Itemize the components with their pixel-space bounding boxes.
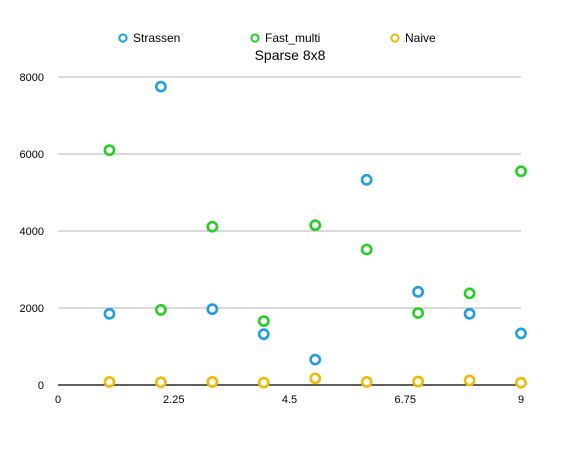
- y-tick-label: 0: [38, 380, 44, 392]
- x-tick-label: 4.5: [282, 394, 297, 406]
- legend-item-fast_multi: Fast_multi: [250, 31, 320, 45]
- chart-title: Sparse 8x8: [255, 47, 326, 63]
- x-tick-label: 2.25: [163, 394, 184, 406]
- legend-item-naive: Naive: [390, 31, 436, 45]
- x-tick-label: 6.75: [395, 394, 416, 406]
- point-fast_multi-9: [515, 165, 527, 178]
- legend-marker: [250, 33, 260, 43]
- point-naive-6: [360, 376, 373, 388]
- legend-label: Naive: [405, 31, 436, 45]
- point-naive-4: [257, 376, 270, 389]
- legend-label: Fast_multi: [265, 31, 320, 45]
- legend-marker: [118, 33, 128, 43]
- x-axis-ticks: 0 2.25 4.5 6.75 9: [55, 394, 524, 406]
- x-tick-label: 0: [55, 394, 61, 406]
- point-strassen-8: [463, 307, 476, 320]
- y-tick-label: 2000: [20, 303, 44, 315]
- x-tick-label: 9: [518, 394, 524, 406]
- point-strassen-3: [206, 303, 219, 316]
- point-strassen-6: [360, 173, 373, 186]
- point-strassen-9: [515, 327, 527, 340]
- point-fast_multi-8: [463, 287, 476, 300]
- legend: Strassen Fast_multi Naive: [118, 31, 436, 45]
- legend-item-strassen: Strassen: [118, 31, 180, 45]
- point-fast_multi-6: [360, 243, 373, 256]
- point-fast_multi-4: [257, 315, 270, 327]
- point-fast_multi-3: [206, 220, 219, 233]
- y-tick-label: 6000: [20, 149, 44, 161]
- point-strassen-7: [412, 285, 425, 298]
- point-strassen-1: [103, 307, 116, 320]
- point-naive-8: [463, 374, 476, 387]
- point-strassen-4: [257, 328, 270, 341]
- point-naive-2: [154, 376, 167, 389]
- point-naive-1: [103, 376, 116, 388]
- y-tick-label: 8000: [20, 72, 44, 84]
- point-fast_multi-1: [103, 144, 116, 157]
- point-strassen-5: [309, 353, 322, 366]
- point-fast_multi-7: [412, 307, 425, 319]
- point-naive-5: [309, 372, 322, 385]
- point-naive-9: [515, 376, 527, 389]
- y-tick-label: 4000: [20, 226, 44, 238]
- gridlines: [58, 76, 521, 309]
- point-naive-3: [206, 376, 219, 388]
- point-strassen-2: [154, 80, 167, 93]
- point-fast_multi-5: [309, 219, 322, 232]
- y-axis-ticks: 0 2000 4000 6000 8000: [20, 72, 44, 392]
- legend-marker: [390, 33, 400, 43]
- point-fast_multi-2: [154, 304, 167, 316]
- data-points: [103, 80, 527, 389]
- legend-label: Strassen: [133, 31, 180, 45]
- point-naive-7: [412, 375, 425, 388]
